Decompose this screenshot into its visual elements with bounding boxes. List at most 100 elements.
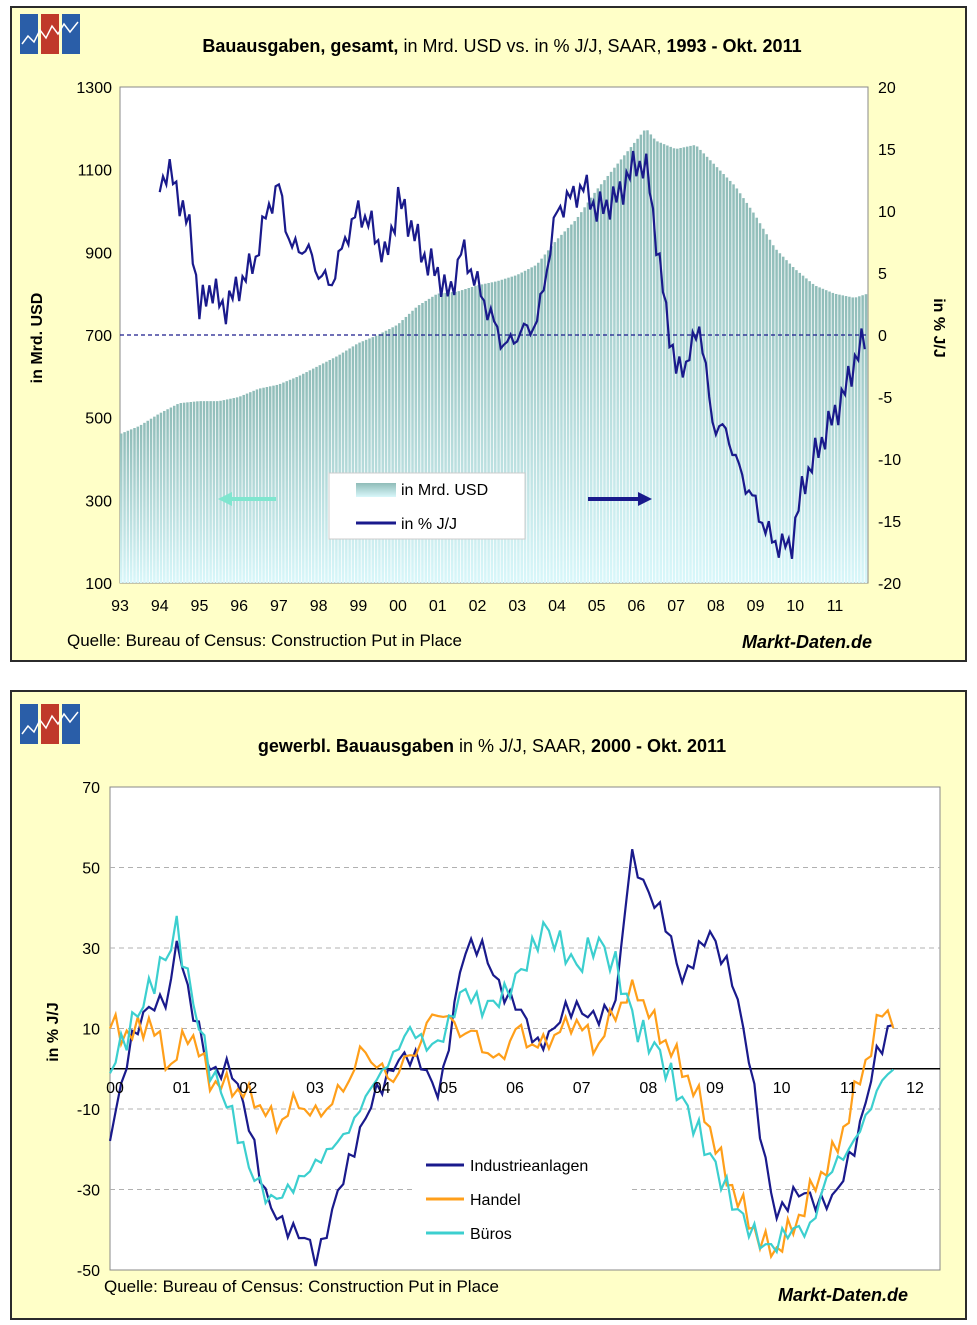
chart-panel-total: Bauausgaben, gesamt, in Mrd. USD vs. in … xyxy=(10,6,967,662)
bar xyxy=(487,283,490,583)
bar xyxy=(851,297,854,583)
bar xyxy=(722,174,725,583)
bar xyxy=(338,354,341,583)
bar xyxy=(199,401,202,583)
x-tick-label: 04 xyxy=(548,598,566,615)
y-left-tick-label: 700 xyxy=(85,328,112,345)
bar xyxy=(464,289,467,583)
bar xyxy=(805,278,808,583)
bar xyxy=(295,377,298,583)
x-tick-label: 02 xyxy=(239,1080,257,1097)
chart-logo-icon xyxy=(20,14,80,54)
bar xyxy=(603,180,606,584)
x-tick-label: 04 xyxy=(373,1080,391,1097)
bar xyxy=(798,272,802,583)
bar xyxy=(358,342,361,583)
bar xyxy=(633,142,636,583)
bar xyxy=(311,368,315,583)
bar xyxy=(742,198,745,583)
bar xyxy=(222,400,226,583)
bar xyxy=(619,159,623,583)
bar xyxy=(153,416,156,583)
x-tick-label: 96 xyxy=(230,598,248,615)
y-left-tick-label: 300 xyxy=(85,493,112,510)
bar xyxy=(219,400,222,583)
y-right-tick-label: -15 xyxy=(878,514,901,531)
x-tick-label: 10 xyxy=(786,598,804,615)
bar xyxy=(626,151,629,583)
bar xyxy=(646,130,649,583)
y-axis-label-left: in Mrd. USD xyxy=(29,293,46,384)
bar xyxy=(262,387,265,583)
bar xyxy=(447,292,451,583)
legend-label-handel: Handel xyxy=(470,1192,521,1209)
bar xyxy=(848,296,851,583)
bar xyxy=(834,293,838,583)
bar xyxy=(411,310,414,583)
bar xyxy=(606,175,610,583)
bar xyxy=(398,323,401,583)
bar xyxy=(560,234,563,583)
bar xyxy=(858,296,861,583)
bar xyxy=(748,207,752,584)
chart-panel-commercial: gewerbl. Bauausgaben in % J/J, SAAR, 200… xyxy=(10,690,967,1320)
chart-total-title: Bauausgaben, gesamt, in Mrd. USD vs. in … xyxy=(202,36,801,56)
bar xyxy=(172,405,176,583)
bar xyxy=(768,239,772,584)
bar xyxy=(192,401,196,583)
bar xyxy=(861,295,864,583)
brand-label: Markt-Daten.de xyxy=(742,632,872,652)
bar xyxy=(791,267,795,583)
bar xyxy=(278,383,282,583)
bar xyxy=(196,401,199,583)
x-tick-label: 97 xyxy=(270,598,288,615)
bar xyxy=(533,265,537,583)
bar xyxy=(507,277,510,583)
bar xyxy=(656,141,659,583)
y-right-tick-label: 10 xyxy=(878,204,896,221)
y-right-tick-label: -5 xyxy=(878,390,892,407)
bar xyxy=(302,373,305,583)
x-tick-label: 03 xyxy=(508,598,526,615)
bar xyxy=(139,424,143,583)
bar xyxy=(351,346,355,583)
bar xyxy=(444,292,447,583)
bar xyxy=(613,167,616,583)
x-tick-label: 09 xyxy=(747,598,765,615)
y-right-tick-label: -10 xyxy=(878,452,901,469)
bar xyxy=(573,221,576,583)
bar xyxy=(649,134,653,584)
bar xyxy=(424,300,428,583)
x-tick-label: 05 xyxy=(439,1080,457,1097)
bar xyxy=(225,399,229,583)
bar xyxy=(305,372,308,583)
bar xyxy=(285,381,288,583)
bar xyxy=(179,403,183,583)
bar xyxy=(259,388,262,583)
bar xyxy=(133,428,136,583)
bar xyxy=(371,337,375,583)
bar xyxy=(404,316,408,583)
legend: Industrieanlagen Handel Büros xyxy=(416,1147,630,1257)
bar xyxy=(212,401,216,583)
bar xyxy=(480,284,484,583)
bar xyxy=(255,389,259,583)
bar xyxy=(546,250,550,584)
bar xyxy=(599,184,603,584)
bar xyxy=(692,145,696,584)
x-tick-label: 12 xyxy=(906,1080,924,1097)
bar xyxy=(652,138,656,584)
bar xyxy=(513,275,517,583)
bar xyxy=(801,275,805,583)
bar xyxy=(378,334,381,583)
bar xyxy=(735,188,739,583)
bar xyxy=(163,410,166,583)
bar xyxy=(685,146,689,584)
y-tick-label: 30 xyxy=(82,941,100,958)
legend-label-bueros: Büros xyxy=(470,1226,512,1243)
bar xyxy=(808,281,811,583)
chart-total-svg: Bauausgaben, gesamt, in Mrd. USD vs. in … xyxy=(20,14,947,652)
chart-commercial-svg: gewerbl. Bauausgaben in % J/J, SAAR, 200… xyxy=(20,704,941,1305)
bar xyxy=(838,294,841,583)
bar xyxy=(672,148,676,583)
